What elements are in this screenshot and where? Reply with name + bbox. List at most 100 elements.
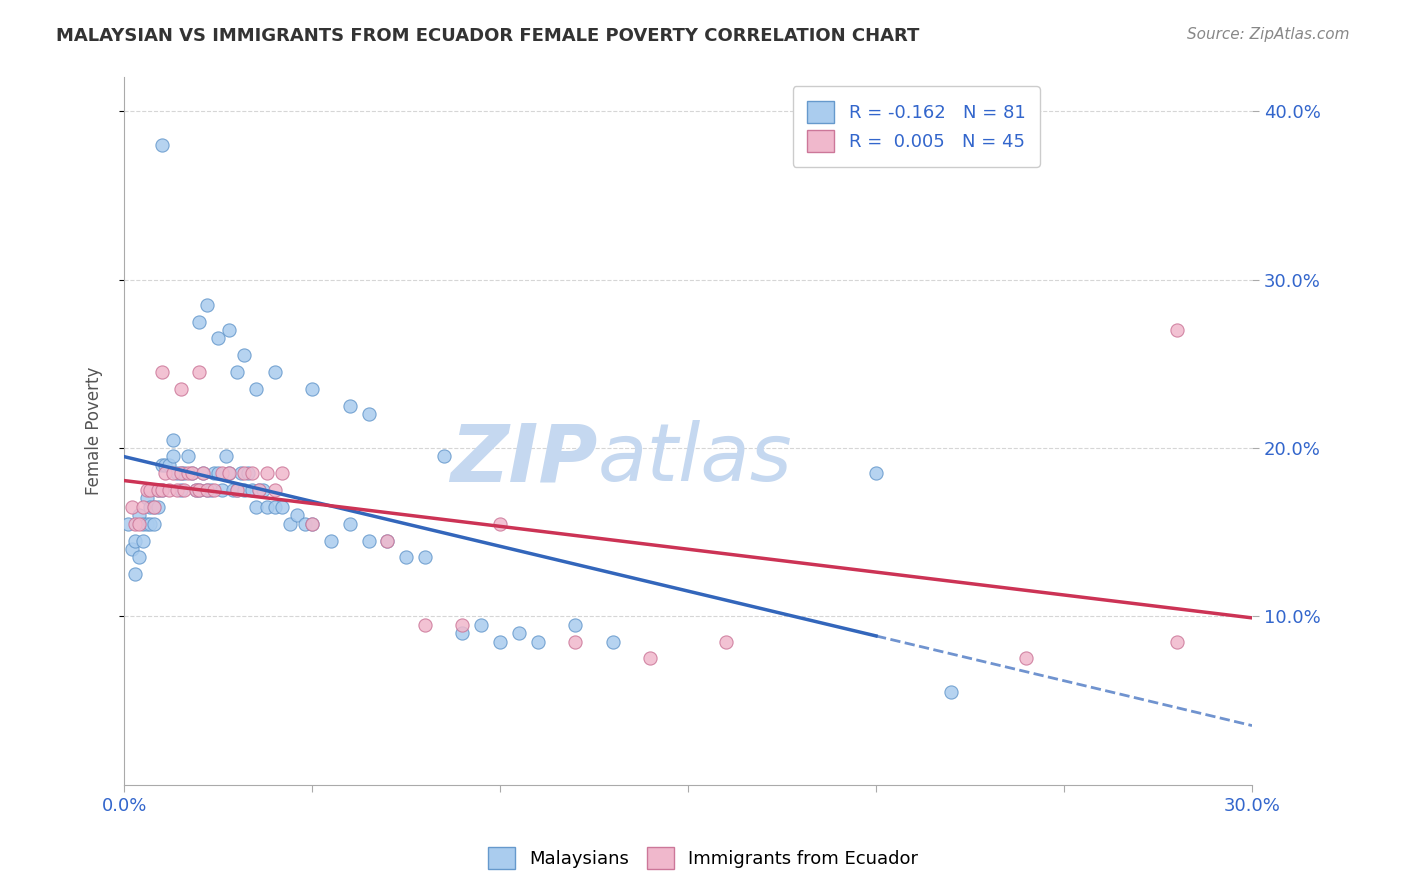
Point xyxy=(233,466,256,480)
Point xyxy=(508,626,530,640)
Point xyxy=(271,466,294,480)
Point xyxy=(249,483,271,497)
Point xyxy=(128,516,150,531)
Point xyxy=(173,483,195,497)
Point xyxy=(143,516,166,531)
Point xyxy=(150,137,173,152)
Point xyxy=(226,365,249,379)
Point xyxy=(188,315,211,329)
Point xyxy=(162,450,184,464)
Point xyxy=(195,483,218,497)
Point xyxy=(489,634,512,648)
Point xyxy=(146,483,169,497)
Point xyxy=(143,500,166,514)
Point xyxy=(166,483,188,497)
Point xyxy=(319,533,342,548)
Point xyxy=(184,483,207,497)
Point xyxy=(121,541,143,556)
Point xyxy=(218,466,240,480)
Point xyxy=(252,483,274,497)
Point xyxy=(135,483,157,497)
Point xyxy=(132,533,155,548)
Point xyxy=(128,550,150,565)
Point xyxy=(294,516,316,531)
Text: MALAYSIAN VS IMMIGRANTS FROM ECUADOR FEMALE POVERTY CORRELATION CHART: MALAYSIAN VS IMMIGRANTS FROM ECUADOR FEM… xyxy=(56,27,920,45)
Point xyxy=(271,500,294,514)
Point xyxy=(121,500,143,514)
Point xyxy=(135,491,157,506)
Point xyxy=(184,483,207,497)
Point xyxy=(150,483,173,497)
Point xyxy=(191,466,214,480)
Point xyxy=(155,458,177,472)
Point xyxy=(139,516,162,531)
Point xyxy=(135,516,157,531)
Point xyxy=(146,500,169,514)
Point xyxy=(229,466,252,480)
Point xyxy=(155,466,177,480)
Point xyxy=(132,516,155,531)
Point xyxy=(207,331,229,345)
Point xyxy=(357,533,380,548)
Point xyxy=(489,516,512,531)
Point xyxy=(278,516,301,531)
Point xyxy=(157,458,180,472)
Point xyxy=(124,567,146,582)
Point xyxy=(222,483,245,497)
Point xyxy=(413,617,436,632)
Point xyxy=(177,450,200,464)
Point xyxy=(124,516,146,531)
Point xyxy=(301,382,323,396)
Point xyxy=(117,516,139,531)
Point xyxy=(526,634,548,648)
Point xyxy=(150,483,173,497)
Point xyxy=(139,483,162,497)
Point xyxy=(375,533,398,548)
Point xyxy=(226,483,249,497)
Point xyxy=(245,382,267,396)
Point xyxy=(240,483,263,497)
Point xyxy=(166,466,188,480)
Text: atlas: atlas xyxy=(598,420,793,499)
Point xyxy=(256,500,278,514)
Point xyxy=(169,466,191,480)
Point xyxy=(433,450,456,464)
Point xyxy=(1015,651,1038,665)
Point xyxy=(202,466,225,480)
Point xyxy=(413,550,436,565)
Point xyxy=(157,483,180,497)
Point xyxy=(285,508,308,523)
Legend: R = -0.162   N = 81, R =  0.005   N = 45: R = -0.162 N = 81, R = 0.005 N = 45 xyxy=(793,87,1040,167)
Point xyxy=(162,433,184,447)
Point xyxy=(233,483,256,497)
Point xyxy=(177,466,200,480)
Point xyxy=(191,466,214,480)
Point xyxy=(249,483,271,497)
Point xyxy=(211,483,233,497)
Point xyxy=(238,466,260,480)
Point xyxy=(263,365,285,379)
Point xyxy=(188,483,211,497)
Point xyxy=(188,365,211,379)
Text: Source: ZipAtlas.com: Source: ZipAtlas.com xyxy=(1187,27,1350,42)
Point xyxy=(139,500,162,514)
Point xyxy=(132,500,155,514)
Point xyxy=(214,450,236,464)
Point xyxy=(451,626,474,640)
Point xyxy=(395,550,418,565)
Point xyxy=(169,483,191,497)
Point xyxy=(470,617,492,632)
Point xyxy=(173,466,195,480)
Point xyxy=(207,466,229,480)
Text: ZIP: ZIP xyxy=(450,420,598,499)
Point xyxy=(128,508,150,523)
Point xyxy=(169,382,191,396)
Legend: Malaysians, Immigrants from Ecuador: Malaysians, Immigrants from Ecuador xyxy=(478,838,928,879)
Point xyxy=(602,634,624,648)
Point xyxy=(339,516,361,531)
Point xyxy=(233,348,256,362)
Point xyxy=(195,483,218,497)
Point xyxy=(564,634,586,648)
Point xyxy=(200,483,222,497)
Point xyxy=(202,483,225,497)
